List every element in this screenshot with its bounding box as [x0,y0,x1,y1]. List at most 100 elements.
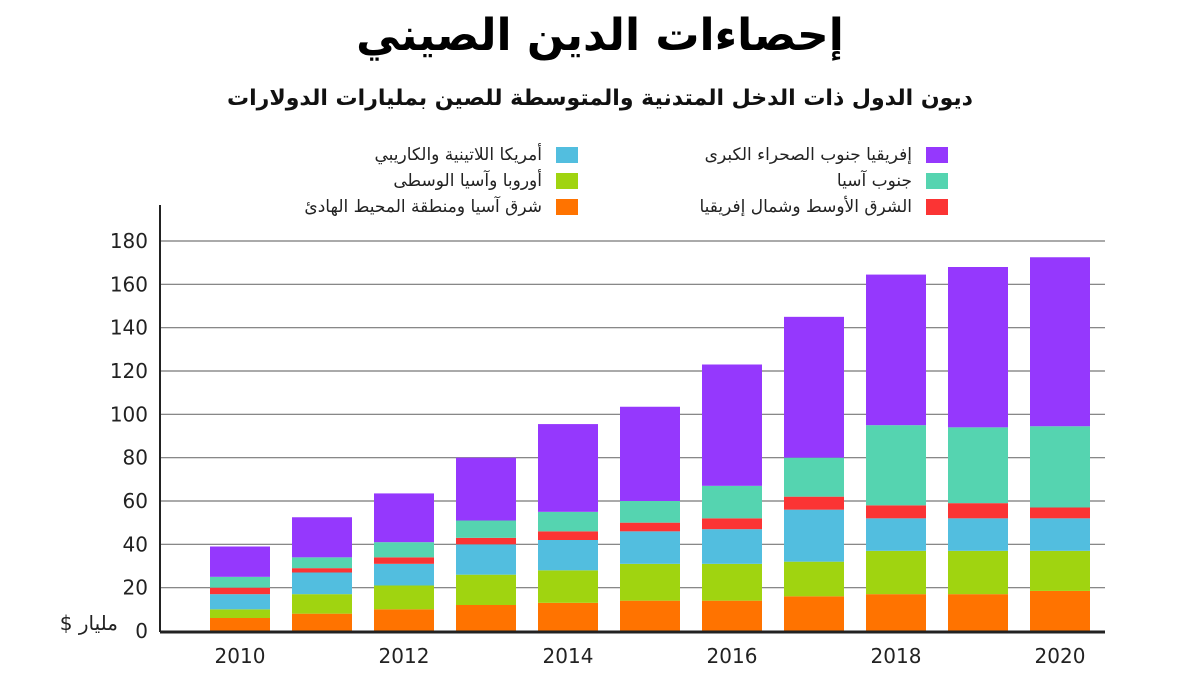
bar-segment [538,540,598,571]
legend-swatch [556,199,578,215]
y-tick-label: 100 [110,402,148,426]
bar-segment [456,574,516,605]
legend-swatch [556,173,578,189]
legend-swatch [926,173,948,189]
bar-segment [456,544,516,575]
x-tick-label: 2014 [543,644,594,668]
bar-segment [210,587,270,595]
bar-segment [210,618,270,631]
y-tick-label: 140 [110,316,148,340]
bar-segment [456,537,516,545]
y-tick-label: 120 [110,359,148,383]
bar-segment [1030,518,1090,551]
x-tick-label: 2020 [1035,644,1086,668]
legend-item: أمريكا اللاتينية والكاريبي [374,145,578,165]
bar-segment [866,425,926,506]
bar-segment [210,609,270,618]
bar-segment [538,424,598,512]
bar-segment [374,585,434,610]
y-tick-label: 60 [123,489,148,513]
bar-segment [374,557,434,564]
bar-segment [948,594,1008,631]
legend-item: أوروبا وآسيا الوسطى [393,171,578,191]
bar-segment [292,568,352,573]
bar-segment [292,594,352,614]
legend-item: جنوب آسيا [837,171,948,191]
bar-segment [866,274,926,426]
bar-segment [620,501,680,523]
legend-swatch [926,147,948,163]
legend-label: إفريقيا جنوب الصحراء الكبرى [704,145,912,165]
legend-label: الشرق الأوسط وشمال إفريقيا [699,197,912,217]
bar-segment [948,267,1008,428]
x-tick-label: 2016 [707,644,758,668]
legend-label: أمريكا اللاتينية والكاريبي [374,145,542,165]
y-tick-label: 160 [110,272,148,296]
bar-segment [784,316,844,458]
bar-segment [702,529,762,564]
y-tick-label: 40 [123,532,148,556]
bar-segment [538,602,598,631]
bar-segment [784,457,844,497]
bar-segment [620,406,680,501]
legend-swatch [556,147,578,163]
bar-segment [292,517,352,558]
bar-segment [292,572,352,595]
y-tick-label: 20 [123,576,148,600]
bar-segment [866,550,926,595]
y-tick-label: 80 [123,446,148,470]
bar-segment [1030,590,1090,631]
y-tick-label: 180 [110,229,148,253]
bar-segment [866,505,926,519]
bar-segment [866,594,926,631]
legend-item: شرق آسيا ومنطقة المحيط الهادئ [304,197,578,217]
legend-label: شرق آسيا ومنطقة المحيط الهادئ [304,197,542,217]
bar-segment [538,511,598,532]
bar-segment [948,518,1008,551]
bar-segment [456,520,516,538]
bar-segment [1030,507,1090,519]
bar-segment [784,496,844,510]
bar-segment [784,596,844,631]
legend-swatch [926,199,948,215]
bar-segment [374,563,434,586]
bar-segment [1030,550,1090,591]
bar-segment [702,364,762,486]
bar-segment [620,563,680,601]
bar-segment [538,570,598,603]
y-tick-label: 0 [135,619,148,643]
bar-segment [702,518,762,530]
x-tick-label: 2018 [871,644,922,668]
bar-segment [784,561,844,597]
bar-segment [292,557,352,569]
bar-segment [210,546,270,577]
bar-segment [702,485,762,519]
bar-segment [620,522,680,532]
bar-segment [866,518,926,551]
bar-segment [456,457,516,521]
bar-segment [374,493,434,543]
legend-label: أوروبا وآسيا الوسطى [393,171,542,191]
bar-segment [702,600,762,631]
y-axis-unit-label: مليار $ [60,611,118,635]
bar-segment [210,576,270,588]
bar-segment [620,531,680,564]
bar-segment [1030,257,1090,427]
chart-subtitle: ديون الدول ذات الدخل المتدنية والمتوسطة … [227,86,973,111]
x-tick-label: 2012 [379,644,430,668]
bar-segment [948,550,1008,595]
bar-segment [374,609,434,631]
legend-item: الشرق الأوسط وشمال إفريقيا [699,197,948,217]
bar-segment [948,427,1008,504]
legend-item: إفريقيا جنوب الصحراء الكبرى [705,145,948,165]
bar-segment [210,594,270,610]
x-tick-label: 2010 [215,644,266,668]
bar-segment [292,613,352,631]
bar-segment [948,503,1008,519]
bar-segment [1030,426,1090,508]
chart-title: إحصاءات الدين الصيني [356,10,844,61]
bar-segment [456,605,516,631]
bar-segment [374,542,434,558]
